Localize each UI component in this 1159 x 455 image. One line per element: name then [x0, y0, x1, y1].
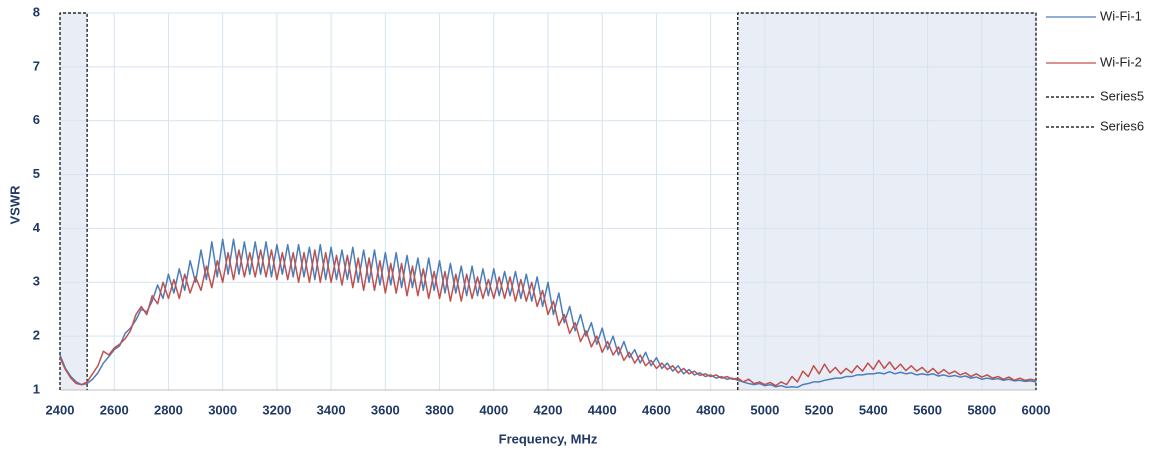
series-line [59, 12, 88, 390]
x-tick-label: 2600 [100, 402, 129, 417]
y-tick-label: 6 [33, 112, 40, 127]
legend-label: Series5 [1100, 88, 1144, 103]
x-tick-label: 4800 [696, 402, 725, 417]
x-tick-label: 5400 [859, 402, 888, 417]
legend-label: Wi-Fi-2 [1100, 54, 1142, 69]
y-axis-title: VSWR [7, 185, 22, 225]
x-tick-label: 4400 [588, 402, 617, 417]
y-tick-label: 4 [33, 220, 41, 235]
y-tick-label: 1 [33, 381, 40, 396]
series-line [59, 238, 1037, 389]
legend-label: Series6 [1100, 118, 1144, 133]
x-tick-label: 5600 [913, 402, 942, 417]
x-tick-label: 6000 [1022, 402, 1051, 417]
x-tick-label: 2400 [46, 402, 75, 417]
x-tick-label: 5200 [805, 402, 834, 417]
x-tick-label: 3600 [371, 402, 400, 417]
y-tick-label: 3 [33, 274, 40, 289]
y-tick-label: 2 [33, 328, 40, 343]
shaded-band [737, 13, 1036, 390]
y-tick-label: 8 [33, 4, 40, 19]
x-tick-label: 5000 [750, 402, 779, 417]
series-line [59, 249, 1037, 387]
x-axis-title: Frequency, MHz [499, 431, 598, 446]
series-line [737, 12, 1037, 390]
x-tick-label: 4600 [642, 402, 671, 417]
legend-label: Wi-Fi-1 [1100, 8, 1142, 23]
x-tick-label: 3200 [262, 402, 291, 417]
x-tick-label: 4200 [534, 402, 563, 417]
x-tick-label: 3000 [208, 402, 237, 417]
x-tick-label: 4000 [479, 402, 508, 417]
x-tick-label: 2800 [154, 402, 183, 417]
y-tick-label: 7 [33, 58, 40, 73]
shaded-band [60, 13, 88, 390]
x-tick-label: 3800 [425, 402, 454, 417]
x-tick-label: 3400 [317, 402, 346, 417]
x-tick-label: 5800 [967, 402, 996, 417]
y-tick-label: 5 [33, 166, 40, 181]
